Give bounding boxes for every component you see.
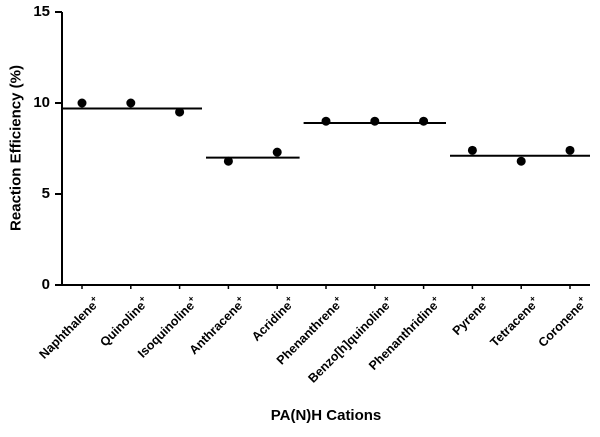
x-axis-title: PA(N)H Cations [270, 407, 382, 424]
data-point-acridine [272, 147, 282, 157]
data-point-isoquinoline [175, 107, 185, 117]
y-tick-label: 10 [33, 94, 50, 111]
y-tick-label: 15 [33, 3, 50, 20]
data-point-phenanthridine [419, 116, 429, 126]
data-point-coronene [565, 145, 575, 155]
y-axis-title: Reaction Efficiency (%) [7, 65, 25, 231]
data-point-naphthalene [77, 98, 87, 108]
data-point-quinoline [126, 98, 136, 108]
data-point-anthracene [223, 156, 233, 166]
data-point-tetracene [516, 156, 526, 166]
y-tick-label: 0 [41, 276, 50, 293]
data-point-phenanthrene [321, 116, 331, 126]
data-point-pyrene [467, 145, 477, 155]
data-point-benzo-h-quinoline [370, 116, 380, 126]
y-tick-label: 5 [41, 185, 50, 202]
